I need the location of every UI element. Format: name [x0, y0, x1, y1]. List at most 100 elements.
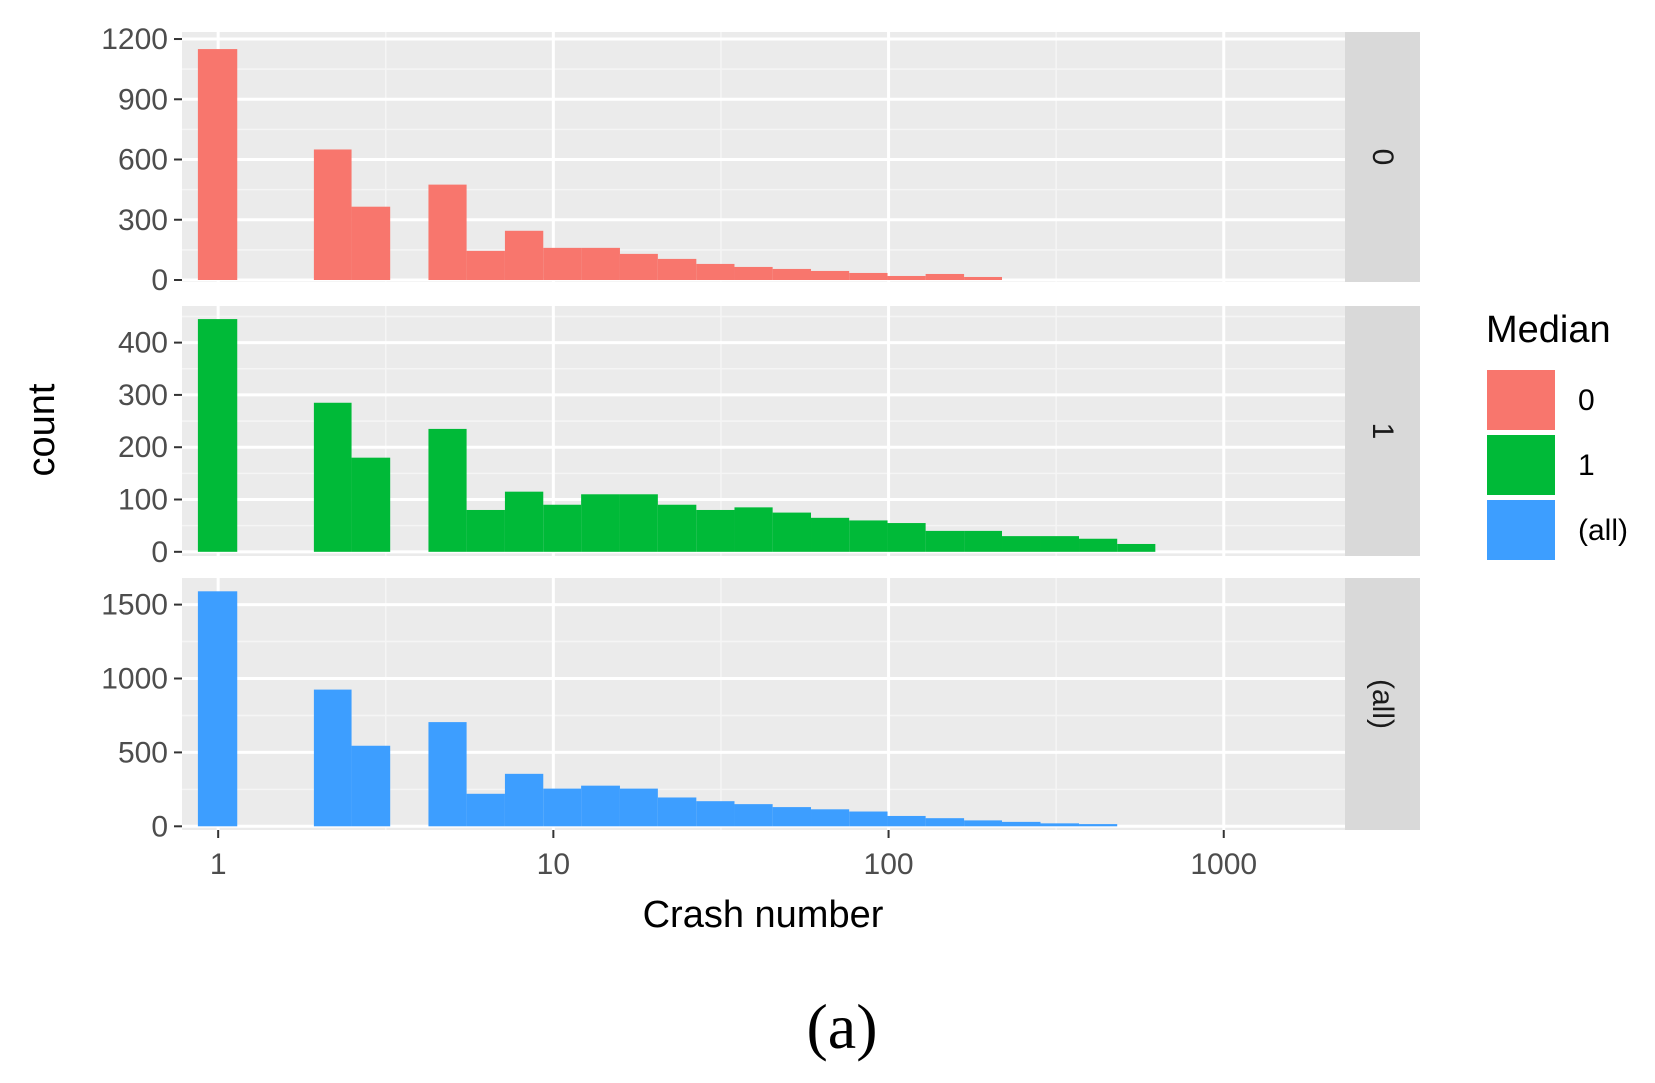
panels: 0 300 600 900 1200 0 0 100 200 300 400 1 0 500 1000 150…	[101, 23, 1420, 843]
histogram-bar	[1040, 536, 1080, 552]
histogram-bar	[428, 428, 467, 552]
y-axis-title: count	[21, 383, 63, 476]
x-tick-label: 1000	[1190, 848, 1257, 881]
histogram-bar	[351, 457, 391, 552]
histogram-bar	[504, 230, 544, 280]
histogram-bar	[351, 745, 391, 827]
histogram-bar	[849, 811, 888, 827]
y-tick-label: 1200	[101, 23, 168, 56]
histogram-bar	[887, 815, 926, 827]
histogram-bar	[657, 797, 697, 827]
x-tick-label: 100	[864, 848, 914, 881]
x-axis-title: Crash number	[643, 894, 884, 936]
facet-strip	[1345, 578, 1420, 830]
histogram-bar	[351, 206, 391, 280]
histogram-bar	[925, 818, 965, 827]
legend-swatch	[1487, 500, 1555, 560]
histogram-bar	[811, 809, 850, 827]
y-tick-label: 500	[118, 736, 168, 769]
histogram-bar	[772, 807, 812, 827]
histogram-bar	[772, 512, 812, 552]
histogram-bar	[1079, 538, 1118, 552]
y-tick-label: 600	[118, 144, 168, 177]
y-tick-label: 1500	[101, 589, 168, 622]
histogram-bar	[696, 801, 735, 827]
histogram-bar	[887, 523, 926, 552]
histogram-bar	[887, 275, 926, 280]
histogram-bar	[619, 494, 658, 552]
histogram-bar	[734, 804, 773, 827]
y-tick-label: 200	[118, 431, 168, 464]
histogram-bar	[734, 266, 773, 280]
facet-strip-label: (all)	[1366, 679, 1399, 729]
histogram-bar	[849, 272, 888, 280]
legend: Median 0 1 (all)	[1486, 309, 1628, 560]
legend-label: 0	[1578, 384, 1595, 417]
histogram-bar	[466, 509, 505, 552]
histogram-bar	[1002, 821, 1041, 827]
histogram-bar	[581, 247, 620, 280]
histogram-bar	[619, 788, 658, 827]
x-tick-label: 1	[210, 848, 227, 881]
x-axis: 1 10 100 1000	[210, 830, 1257, 881]
histogram-bar	[543, 504, 582, 552]
histogram-bar	[1040, 823, 1080, 827]
histogram-bar	[466, 793, 505, 827]
y-tick-label: 100	[118, 484, 168, 517]
histogram-bar	[619, 253, 658, 280]
facet-strip-label: 0	[1366, 149, 1399, 166]
histogram-bar	[964, 820, 1003, 827]
histogram-bar	[197, 319, 238, 552]
histogram-bar	[1079, 824, 1118, 827]
facet-strip	[1345, 306, 1420, 556]
legend-label: (all)	[1578, 514, 1628, 547]
y-tick-label: 400	[118, 327, 168, 360]
histogram-bar	[734, 507, 773, 552]
legend-label: 1	[1578, 449, 1595, 482]
y-tick-label: 300	[118, 204, 168, 237]
histogram-bar	[428, 184, 467, 280]
y-tick-label: 0	[151, 536, 168, 569]
panel-1: 0 100 200 300 400 1	[118, 306, 1420, 569]
histogram-bar	[313, 402, 352, 552]
facet-strip-label: 1	[1366, 423, 1399, 440]
histogram-bar	[964, 530, 1003, 552]
histogram-bar	[925, 530, 965, 552]
histogram-bar	[657, 258, 697, 280]
x-tick-label: 10	[537, 848, 570, 881]
panel-2: 0 500 1000 1500 (all)	[101, 578, 1420, 843]
y-tick-label: 0	[151, 264, 168, 297]
histogram-bar	[1002, 536, 1041, 552]
histogram-bar	[313, 689, 352, 827]
histogram-bar	[849, 520, 888, 552]
histogram-bar	[811, 270, 850, 280]
histogram-bar	[581, 494, 620, 552]
legend-swatch	[1487, 370, 1555, 430]
histogram-bar	[543, 788, 582, 827]
histogram-bar	[504, 773, 544, 827]
histogram-bar	[504, 491, 544, 552]
histogram-bar	[466, 250, 505, 280]
histogram-bar	[428, 722, 467, 827]
histogram-bar	[1117, 543, 1156, 552]
figure-caption: (a)	[806, 991, 877, 1062]
facet-strip	[1345, 32, 1420, 282]
histogram-bar	[811, 517, 850, 552]
legend-swatch	[1487, 435, 1555, 495]
y-tick-label: 900	[118, 83, 168, 116]
histogram-bar	[581, 785, 620, 827]
legend-title: Median	[1486, 309, 1611, 351]
histogram-bar	[197, 49, 238, 280]
histogram-bar	[313, 149, 352, 280]
histogram-bar	[696, 509, 735, 552]
histogram-bar	[197, 591, 238, 827]
panel-0: 0 300 600 900 1200 0	[101, 23, 1420, 297]
y-tick-label: 300	[118, 379, 168, 412]
y-tick-label: 0	[151, 810, 168, 843]
histogram-bar	[925, 273, 965, 280]
histogram-bar	[657, 504, 697, 552]
histogram-bar	[772, 268, 812, 280]
histogram-bar	[543, 247, 582, 280]
histogram-bar	[696, 263, 735, 280]
